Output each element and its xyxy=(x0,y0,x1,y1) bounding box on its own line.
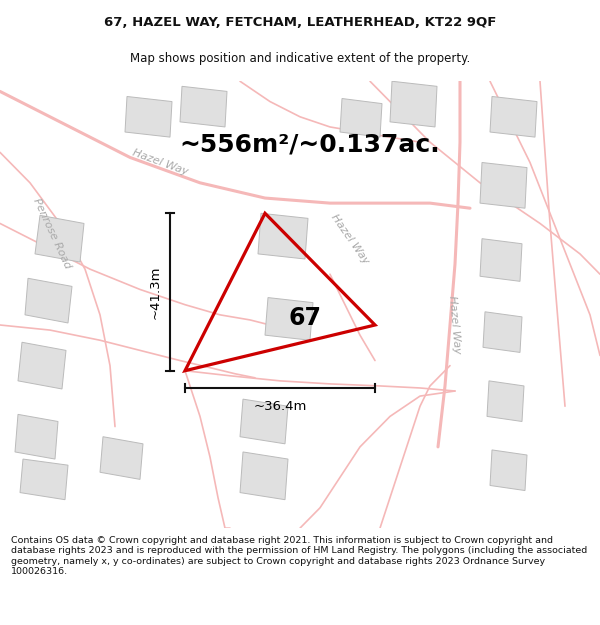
Text: Map shows position and indicative extent of the property.: Map shows position and indicative extent… xyxy=(130,52,470,65)
Polygon shape xyxy=(490,450,527,491)
Text: 67: 67 xyxy=(289,306,322,330)
Text: Penrose Road: Penrose Road xyxy=(31,197,73,271)
Polygon shape xyxy=(18,342,66,389)
Polygon shape xyxy=(240,399,288,444)
Polygon shape xyxy=(483,312,522,352)
Polygon shape xyxy=(265,298,313,340)
Text: Contains OS data © Crown copyright and database right 2021. This information is : Contains OS data © Crown copyright and d… xyxy=(11,536,587,576)
Polygon shape xyxy=(15,414,58,459)
Polygon shape xyxy=(480,239,522,281)
Text: Hazel Way: Hazel Way xyxy=(448,296,463,354)
Text: 67, HAZEL WAY, FETCHAM, LEATHERHEAD, KT22 9QF: 67, HAZEL WAY, FETCHAM, LEATHERHEAD, KT2… xyxy=(104,16,496,29)
Polygon shape xyxy=(125,96,172,137)
Polygon shape xyxy=(340,99,382,137)
Polygon shape xyxy=(180,86,227,127)
Polygon shape xyxy=(240,452,288,500)
Text: ~556m²/~0.137ac.: ~556m²/~0.137ac. xyxy=(179,132,440,156)
Polygon shape xyxy=(390,81,437,127)
Polygon shape xyxy=(100,437,143,479)
Text: ~41.3m: ~41.3m xyxy=(149,265,162,319)
Text: ~36.4m: ~36.4m xyxy=(253,400,307,413)
Polygon shape xyxy=(25,278,72,323)
Polygon shape xyxy=(258,213,308,259)
Text: Hazel Way: Hazel Way xyxy=(131,148,189,178)
Polygon shape xyxy=(490,96,537,137)
Polygon shape xyxy=(487,381,524,421)
Text: Hazel Way: Hazel Way xyxy=(329,212,371,266)
Polygon shape xyxy=(480,162,527,208)
Polygon shape xyxy=(35,215,84,262)
Polygon shape xyxy=(20,459,68,500)
